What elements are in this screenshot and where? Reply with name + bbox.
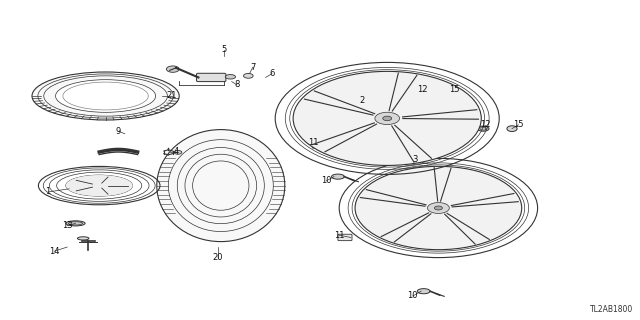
- Ellipse shape: [66, 175, 132, 196]
- FancyBboxPatch shape: [312, 142, 326, 148]
- Text: 12: 12: [480, 120, 490, 129]
- Text: 15: 15: [449, 85, 460, 94]
- Text: TL2AB1800: TL2AB1800: [590, 305, 634, 314]
- Text: 15: 15: [513, 120, 524, 129]
- Ellipse shape: [157, 130, 285, 242]
- Text: 11: 11: [334, 231, 344, 240]
- Ellipse shape: [243, 73, 253, 78]
- Text: 1: 1: [45, 188, 51, 196]
- Text: 14: 14: [49, 247, 60, 256]
- Ellipse shape: [417, 289, 430, 294]
- Text: 9: 9: [116, 127, 121, 136]
- Text: 6: 6: [269, 69, 275, 78]
- Text: 7: 7: [250, 63, 255, 72]
- Ellipse shape: [444, 90, 454, 96]
- Ellipse shape: [293, 71, 481, 165]
- Ellipse shape: [428, 203, 449, 213]
- Ellipse shape: [415, 90, 426, 95]
- Text: 2: 2: [359, 96, 364, 105]
- Ellipse shape: [225, 75, 236, 79]
- Ellipse shape: [383, 116, 392, 121]
- Text: 8: 8: [234, 80, 239, 89]
- Text: 3: 3: [412, 156, 417, 164]
- Ellipse shape: [375, 112, 399, 124]
- Text: 20: 20: [212, 253, 223, 262]
- Text: 10: 10: [321, 176, 332, 185]
- FancyBboxPatch shape: [196, 73, 226, 82]
- Ellipse shape: [66, 221, 85, 226]
- Text: 11: 11: [308, 138, 319, 147]
- Ellipse shape: [435, 206, 442, 210]
- Ellipse shape: [507, 126, 517, 132]
- Text: 12: 12: [417, 85, 428, 94]
- Text: 13: 13: [62, 221, 72, 230]
- Text: 4: 4: [173, 148, 179, 156]
- Text: 10: 10: [408, 292, 418, 300]
- Ellipse shape: [77, 237, 89, 240]
- Text: 5: 5: [221, 45, 227, 54]
- Ellipse shape: [477, 126, 489, 131]
- Ellipse shape: [355, 166, 522, 250]
- FancyBboxPatch shape: [338, 234, 352, 241]
- Ellipse shape: [56, 80, 156, 112]
- Text: 21: 21: [166, 92, 177, 100]
- Ellipse shape: [332, 174, 344, 179]
- Ellipse shape: [32, 72, 179, 120]
- Circle shape: [166, 66, 179, 72]
- Ellipse shape: [174, 150, 182, 154]
